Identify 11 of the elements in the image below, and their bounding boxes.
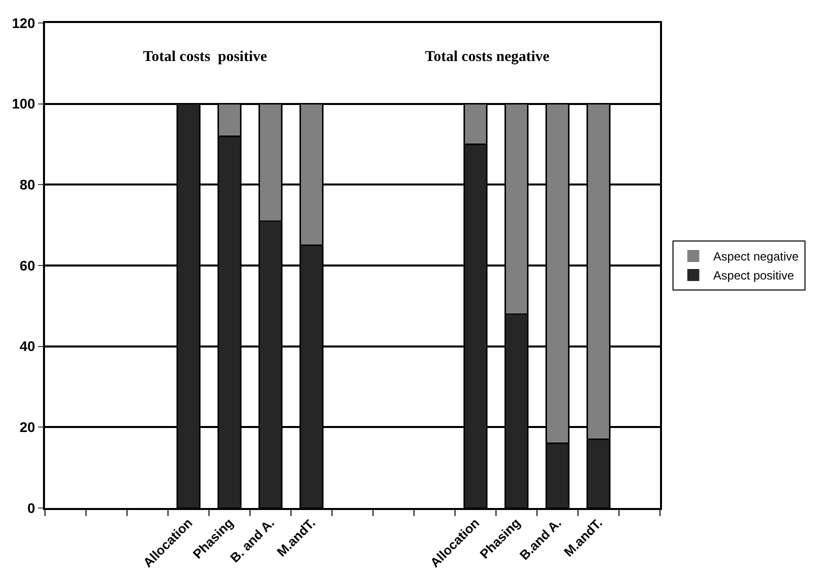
y-tick-label: 0: [27, 500, 36, 516]
y-tick-label: 80: [20, 176, 36, 193]
y-tick-label: 40: [20, 338, 36, 354]
annotation: Total costs negative: [425, 49, 550, 65]
y-tick-label: 20: [20, 419, 36, 436]
annotation: Total costs positive: [143, 49, 268, 65]
y-tick-label: 100: [12, 96, 36, 112]
legend-label: Aspect negative: [713, 250, 800, 264]
y-tick-label: 120: [12, 14, 36, 31]
legend-label: Aspect positive: [713, 268, 794, 283]
y-tick-label: 60: [20, 257, 36, 274]
